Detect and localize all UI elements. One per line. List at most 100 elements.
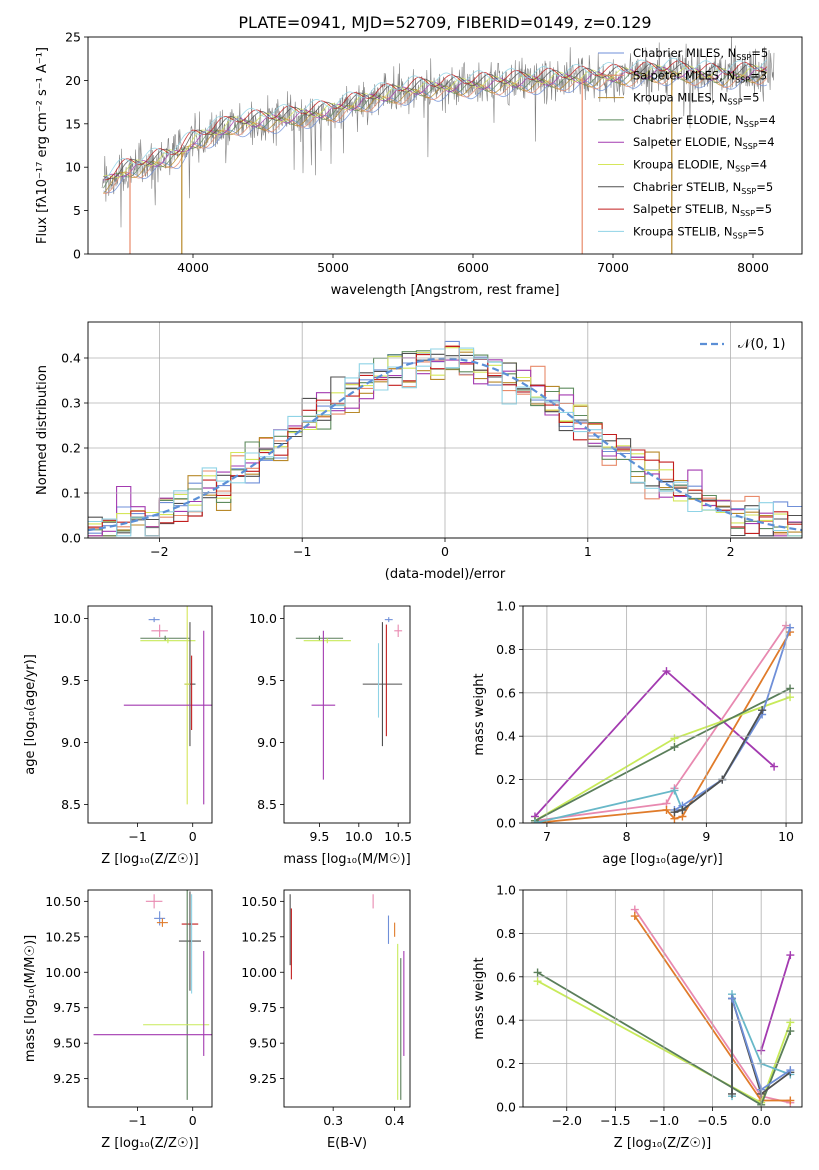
mass-vs-Z-ytick-label-4: 10.25 <box>45 929 81 944</box>
weight-vs-age-frame <box>522 605 803 824</box>
panel-mass-vs-Z: −1 0 9.25 9.50 9.75 10.00 10.25 10.50 mass [log₁… <box>23 889 213 1151</box>
mass-vs-EBV-xtick-label-0: 0.3 <box>323 1113 343 1128</box>
age-vs-mass-xlabel: mass [log₁₀(M/M☉)] <box>283 852 410 867</box>
weight-vs-age-ylabel: mass weight <box>472 673 487 755</box>
age-vs-Z-ytick-label-3: 10.0 <box>53 611 81 626</box>
spectrum-ytick-label-1: 5 <box>73 203 81 218</box>
spectrum-xlabel: wavelength [Angstrom, rest frame] <box>331 283 560 298</box>
mass-vs-EBV-ytick-label-2: 9.75 <box>249 1000 277 1015</box>
weight-vs-Z-series-4 <box>760 954 792 1051</box>
weight-vs-age-ytick-label-1: 0.2 <box>496 772 516 787</box>
panel-weight-vs-age: 7 8 9 10 0.0 0.2 0.4 0.6 0.8 1.0 mass weight age [l… <box>472 599 803 867</box>
model-line-0 <box>103 75 768 194</box>
age-vs-Z-xtick-label-0: −1 <box>128 829 146 844</box>
weight-vs-age-series-7 <box>674 709 763 813</box>
mass-vs-EBV-ytick-label-1: 9.50 <box>249 1036 277 1051</box>
weight-vs-age-marker-3-2 <box>786 693 795 702</box>
weight-vs-Z-ytick-label-1: 0.2 <box>496 1056 516 1071</box>
weight-vs-age-xtick-label-3: 10 <box>778 829 794 844</box>
weight-vs-Z-ytick-label-4: 0.8 <box>496 926 516 941</box>
weight-vs-age-marker-4-1 <box>670 743 679 752</box>
age-vs-mass-ytick-label-0: 8.5 <box>257 797 277 812</box>
spectrum-ytick-label-4: 20 <box>65 73 81 88</box>
spectrum-ytick-label-0: 0 <box>73 247 81 262</box>
residuals-ytick-label-1: 0.1 <box>61 486 81 501</box>
age-vs-Z-ytick-label-1: 9.0 <box>61 735 81 750</box>
spectrum-xtick-label-2: 6000 <box>457 260 489 275</box>
residuals-ytick-label-4: 0.4 <box>61 351 81 366</box>
mass-vs-Z-ytick-label-1: 9.50 <box>53 1036 81 1051</box>
weight-vs-age-ytick-label-4: 0.8 <box>496 642 516 657</box>
weight-vs-age-marker-7-1 <box>678 805 687 814</box>
mass-vs-Z-xtick-label-1: 0 <box>189 1113 197 1128</box>
age-vs-mass-xtick-label-0: 9.5 <box>309 829 329 844</box>
spectrum-xtick-label-0: 4000 <box>177 260 209 275</box>
weight-vs-Z-marker-7-0 <box>728 994 737 1003</box>
residuals-xtick-label-3: 1 <box>584 544 592 559</box>
mass-vs-Z-ytick-label-0: 9.25 <box>53 1071 81 1086</box>
weight-vs-Z-frame <box>522 889 803 1108</box>
age-vs-Z-plot-area <box>123 606 212 805</box>
legend-label-8: Kroupa STELIB, NSSP=5 <box>633 224 764 240</box>
age-vs-Z-ytick-label-2: 9.5 <box>61 673 81 688</box>
panel-weight-vs-Z: −2.0 −1.5 −1.0 −0.5 0.0 0.0 0.2 0.4 0.6 0.8 1.0 mas… <box>472 883 803 1151</box>
mass-vs-EBV-plot-area <box>289 894 405 1100</box>
residuals-xtick-label-1: −1 <box>293 544 311 559</box>
age-vs-Z-frame <box>87 605 213 824</box>
model-line-4 <box>103 66 768 182</box>
weight-vs-age-series-6 <box>674 627 791 811</box>
mass-vs-EBV-ytick-label-0: 9.25 <box>249 1071 277 1086</box>
legend-label-6: Chabrier STELIB, NSSP=5 <box>633 180 773 196</box>
weight-vs-Z-marker-6-0 <box>728 1089 737 1098</box>
model-line-8 <box>103 57 768 181</box>
weight-vs-age-marker-3-1 <box>670 734 679 743</box>
weight-vs-Z-marker-1-2 <box>786 1096 795 1105</box>
spectrum-ylabel: Flux [fλ10⁻¹⁷ erg cm⁻² s⁻¹ A⁻¹] <box>35 47 50 244</box>
weight-vs-age-marker-2-1 <box>662 805 671 814</box>
mass-vs-EBV-ytick-label-4: 10.25 <box>241 929 277 944</box>
weight-vs-Z-marker-2-2 <box>786 1018 795 1027</box>
spectrum-ytick-label-2: 10 <box>65 160 81 175</box>
weight-vs-age-ytick-label-0: 0.0 <box>496 816 516 831</box>
weight-vs-Z-xtick-label-0: −2.0 <box>552 1113 582 1128</box>
residuals-xtick-label-2: 0 <box>441 544 449 559</box>
weight-vs-Z-xlabel: Z [log₁₀(Z/Z☉)] <box>614 1136 711 1151</box>
mass-vs-Z-xtick-label-0: −1 <box>128 1113 146 1128</box>
panel-spectrum: 4000 5000 6000 7000 8000 0 5 10 15 20 25 Flux [fλ10… <box>35 30 803 298</box>
weight-vs-Z-marker-4-1 <box>786 951 795 960</box>
weight-vs-Z-ytick-label-3: 0.6 <box>496 969 516 984</box>
weight-vs-Z-xtick-label-3: −0.5 <box>697 1113 727 1128</box>
legend-label-7: Salpeter STELIB, NSSP=5 <box>633 202 772 218</box>
age-vs-mass-xtick-label-2: 10.5 <box>384 829 412 844</box>
panel-age-vs-Z: −1 0 8.5 9.0 9.5 10.0 age [log₁₀(age/yr)] Z [lo… <box>23 605 213 867</box>
weight-vs-Z-marker-1-0 <box>630 912 639 921</box>
weight-vs-age-ytick-label-2: 0.4 <box>496 729 516 744</box>
weight-vs-age-marker-7-3 <box>758 706 767 715</box>
age-vs-mass-ytick-label-1: 9.0 <box>257 735 277 750</box>
mass-vs-EBV-ytick-label-5: 10.50 <box>241 894 277 909</box>
weight-vs-age-xtick-label-2: 9 <box>702 829 710 844</box>
weight-vs-age-series-3 <box>534 696 791 822</box>
spectrum-xtick-label-4: 8000 <box>737 260 769 275</box>
model-line-7 <box>103 60 768 181</box>
legend-label-0: Chabrier MILES, NSSP=5 <box>633 46 768 62</box>
legend-label-1: Salpeter MILES, NSSP=3 <box>633 68 767 84</box>
age-vs-mass-plot-area <box>295 617 403 780</box>
mass-vs-EBV-xlabel: E(B-V) <box>327 1136 367 1151</box>
mass-vs-Z-ytick-label-3: 10.00 <box>45 965 81 980</box>
age-vs-Z-ytick-label-0: 8.5 <box>61 797 81 812</box>
spectrum-frame <box>87 36 803 255</box>
weight-vs-age-ytick-label-3: 0.6 <box>496 685 516 700</box>
weight-vs-age-marker-5-1 <box>670 786 679 795</box>
mass-vs-Z-xlabel: Z [log₁₀(Z/Z☉)] <box>101 1136 198 1151</box>
legend-label-3: Chabrier ELODIE, NSSP=4 <box>633 113 776 129</box>
weight-vs-age-xtick-label-0: 7 <box>543 829 551 844</box>
spectrum-ytick-label-5: 25 <box>65 30 81 45</box>
weight-vs-Z-marker-7-2 <box>786 1066 795 1075</box>
residuals-frame <box>87 321 803 539</box>
weight-vs-Z-marker-3-0 <box>533 968 542 977</box>
mass-vs-EBV-xtick-label-1: 0.4 <box>385 1113 405 1128</box>
legend-label-5: Kroupa ELODIE, NSSP=4 <box>633 158 767 174</box>
weight-vs-age-series-1 <box>534 624 787 822</box>
